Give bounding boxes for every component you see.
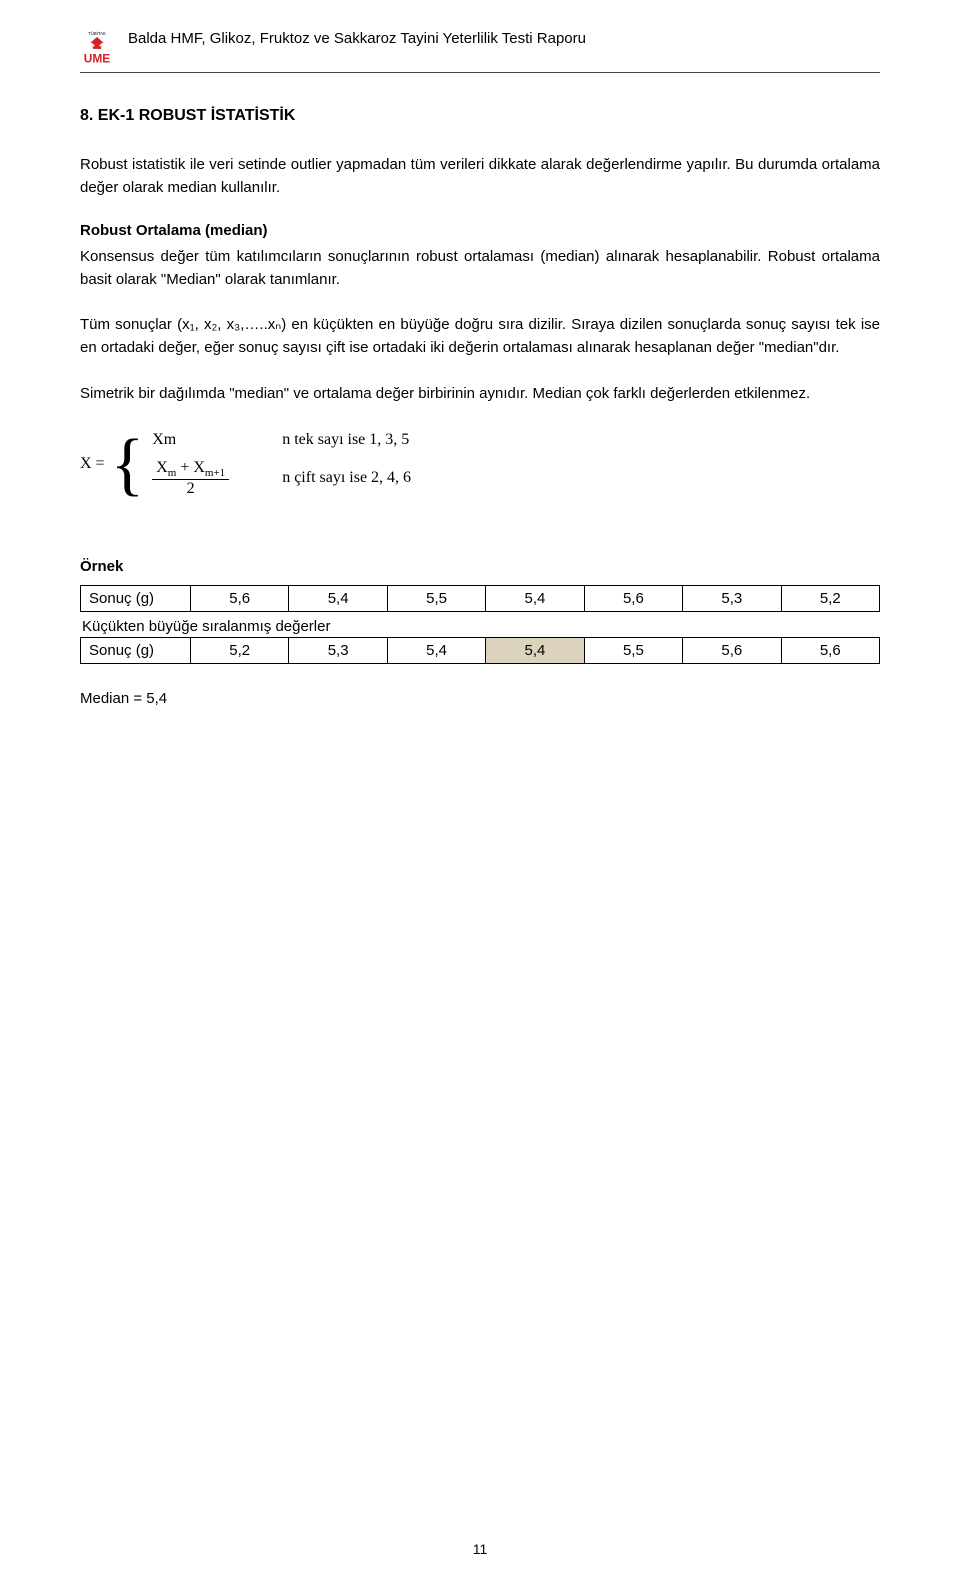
brace-icon: { — [111, 440, 153, 489]
cell: 5,6 — [781, 637, 879, 663]
median-formula: X = { Xm n tek sayı ise 1, 3, 5 Xm + Xm+… — [80, 431, 880, 498]
cell: 5,6 — [191, 585, 289, 611]
sorted-caption: Küçükten büyüğe sıralanmış değerler — [80, 616, 880, 637]
cell: 5,6 — [584, 585, 682, 611]
robust-mean-description: Konsensus değer tüm katılımcıların sonuç… — [80, 245, 880, 292]
sorting-paragraph: Tüm sonuçlar (x₁, x₂, x₃,…..xₙ) en küçük… — [80, 313, 880, 360]
cell: 5,5 — [584, 637, 682, 663]
case2-den: 2 — [183, 480, 199, 498]
case2-condition: n çift sayı ise 2, 4, 6 — [282, 469, 411, 487]
row2-label: Sonuç (g) — [81, 637, 191, 663]
formula-lhs: X = — [80, 455, 111, 473]
symmetry-paragraph: Simetrik bir dağılımda "median" ve ortal… — [80, 382, 880, 405]
case1-expr: Xm — [152, 431, 242, 449]
row1-label: Sonuç (g) — [81, 585, 191, 611]
cell: 5,4 — [387, 637, 485, 663]
page-header: TÜBİTAK UME Balda HMF, Glikoz, Fruktoz v… — [80, 28, 880, 73]
cell: 5,6 — [683, 637, 781, 663]
cell: 5,4 — [289, 585, 387, 611]
example-heading: Örnek — [80, 558, 880, 575]
formula-case-even: Xm + Xm+1 2 n çift sayı ise 2, 4, 6 — [152, 459, 411, 498]
example-table-sorted: Sonuç (g) 5,2 5,3 5,4 5,4 5,5 5,6 5,6 — [80, 637, 880, 664]
logo-top-text: TÜBİTAK — [88, 31, 106, 36]
page-number: 11 — [0, 1541, 960, 1557]
cell: 5,3 — [289, 637, 387, 663]
section-heading: 8. EK-1 ROBUST İSTATİSTİK — [80, 107, 880, 125]
cell: 5,2 — [191, 637, 289, 663]
cell: 5,3 — [683, 585, 781, 611]
logo-bottom-text: UME — [84, 51, 110, 65]
cell: 5,5 — [387, 585, 485, 611]
case1-condition: n tek sayı ise 1, 3, 5 — [282, 431, 409, 449]
cell: 5,2 — [781, 585, 879, 611]
ume-logo: TÜBİTAK UME — [80, 28, 114, 68]
median-result: Median = 5,4 — [80, 690, 880, 707]
table-row: Sonuç (g) 5,2 5,3 5,4 5,4 5,5 5,6 5,6 — [81, 637, 880, 663]
intro-paragraph: Robust istatistik ile veri setinde outli… — [80, 153, 880, 200]
cell: 5,4 — [486, 585, 584, 611]
robust-mean-heading: Robust Ortalama (median) — [80, 222, 880, 239]
header-title: Balda HMF, Glikoz, Fruktoz ve Sakkaroz T… — [128, 28, 586, 47]
formula-case-odd: Xm n tek sayı ise 1, 3, 5 — [152, 431, 411, 449]
table-row: Sonuç (g) 5,6 5,4 5,5 5,4 5,6 5,3 5,2 — [81, 585, 880, 611]
logo-arrow-icon — [90, 37, 104, 49]
case2-fraction: Xm + Xm+1 2 — [152, 459, 229, 498]
example-table-raw: Sonuç (g) 5,6 5,4 5,5 5,4 5,6 5,3 5,2 — [80, 585, 880, 612]
median-cell: 5,4 — [486, 637, 584, 663]
